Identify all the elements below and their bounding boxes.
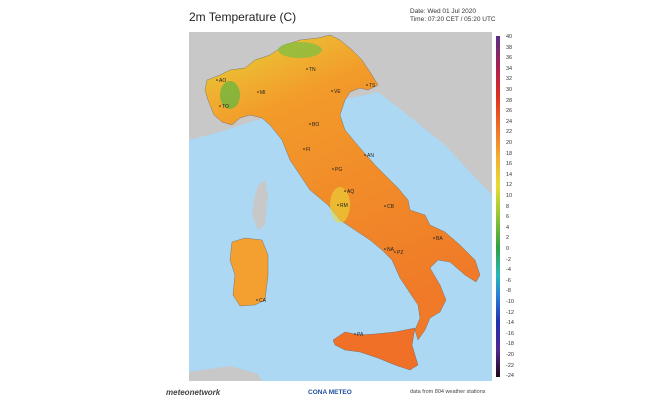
city-marker xyxy=(306,68,308,70)
north-africa xyxy=(189,366,262,381)
city-label: PG xyxy=(335,167,342,173)
city-label: NA xyxy=(387,247,395,253)
cona-meteo-logo: CONA METEO xyxy=(308,389,352,396)
city-label: AO xyxy=(219,78,226,84)
colorbar-tick: -16 xyxy=(506,330,514,337)
city-marker xyxy=(364,154,366,156)
sardinia xyxy=(229,237,269,307)
colorbar-tick: -10 xyxy=(506,299,514,305)
italy-mainland xyxy=(204,34,481,341)
city-marker xyxy=(331,90,333,92)
colorbar-tick: 8 xyxy=(506,203,510,210)
colorbar-tick: 34 xyxy=(506,65,513,72)
colorbar-tick: -22 xyxy=(506,362,514,369)
city-marker xyxy=(394,251,396,253)
city-label: PZ xyxy=(397,250,403,256)
city-marker xyxy=(337,204,339,206)
colorbar-tick: 32 xyxy=(506,76,513,83)
colorbar-tick: -8 xyxy=(506,288,511,295)
colorbar-tick: 40 xyxy=(506,34,513,40)
colorbar-tick: 12 xyxy=(506,182,513,189)
city-label: AQ xyxy=(347,189,354,195)
city-marker xyxy=(303,148,305,150)
stations-note: data from 804 weather stations xyxy=(410,389,486,395)
colorbar-tick: 26 xyxy=(506,108,513,115)
colorbar-tick: -12 xyxy=(506,309,514,316)
colorbar-tick: 10 xyxy=(506,193,513,199)
city-label: TN xyxy=(309,67,316,73)
colorbar-tick: -2 xyxy=(506,256,511,263)
colorbar-tick: 14 xyxy=(506,171,513,178)
city-marker xyxy=(366,84,368,86)
colorbar-tick: -24 xyxy=(506,373,514,380)
colorbar-tick: -18 xyxy=(506,341,514,348)
city-marker xyxy=(216,79,218,81)
city-label: PA xyxy=(357,332,364,338)
colorbar-tick: 6 xyxy=(506,214,510,221)
colorbar-tick: 28 xyxy=(506,97,513,104)
city-label: TO xyxy=(222,104,229,110)
colorbar-tick: -4 xyxy=(506,267,511,274)
meteonetwork-logo: meteonetwork xyxy=(166,388,221,397)
colorbar-tick: -14 xyxy=(506,320,514,327)
city-label: BO xyxy=(312,122,319,128)
city-label: CA xyxy=(259,298,267,304)
city-label: BA xyxy=(436,236,443,242)
colorbar-tick: 2 xyxy=(506,235,510,242)
city-label: VE xyxy=(334,89,341,95)
apennines-cool-area xyxy=(330,187,350,223)
city-marker xyxy=(384,248,386,250)
colorbar xyxy=(496,36,500,377)
city-marker xyxy=(344,190,346,192)
colorbar-tick: -20 xyxy=(506,352,514,358)
colorbar-tick: 0 xyxy=(506,246,510,252)
timestamp: Date: Wed 01 Jul 2020 Time: 07:20 CET / 0… xyxy=(410,8,496,23)
city-marker xyxy=(257,91,259,93)
colorbar-tick: 36 xyxy=(506,55,513,62)
city-label: FI xyxy=(306,147,310,153)
colorbar-tick: 24 xyxy=(506,118,513,125)
city-marker xyxy=(332,168,334,170)
alps-cool-area xyxy=(278,42,322,58)
city-marker xyxy=(354,333,356,335)
city-label: RM xyxy=(340,203,348,209)
city-marker xyxy=(384,205,386,207)
colorbar-tick: 38 xyxy=(506,44,513,51)
city-label: CB xyxy=(387,204,395,210)
city-label: AN xyxy=(367,153,374,159)
date-text: Date: Wed 01 Jul 2020 xyxy=(410,8,477,15)
colorbar-tick: 16 xyxy=(506,161,513,168)
time-text: Time: 07:20 CET / 05:20 UTC xyxy=(410,15,496,23)
temperature-map: AO TO MI TN VE TS BO FI AN PG AQ RM CB NA BA PZ CA PA xyxy=(189,32,492,381)
city-marker xyxy=(433,237,435,239)
city-marker xyxy=(219,105,221,107)
colorbar-tick: 30 xyxy=(506,87,513,93)
corsica xyxy=(252,180,268,230)
colorbar-tick: 18 xyxy=(506,150,513,157)
colorbar-tick: 4 xyxy=(506,224,510,231)
map-title: 2m Temperature (C) xyxy=(189,10,297,24)
colorbar-tick: 20 xyxy=(506,140,513,146)
colorbar-tick: 22 xyxy=(506,129,513,136)
city-label: TS xyxy=(369,83,376,89)
city-marker xyxy=(256,299,258,301)
alps-cool-area xyxy=(220,81,240,109)
city-label: MI xyxy=(260,90,266,96)
city-marker xyxy=(309,123,311,125)
sicily xyxy=(332,327,419,371)
colorbar-tick: -6 xyxy=(506,277,511,284)
